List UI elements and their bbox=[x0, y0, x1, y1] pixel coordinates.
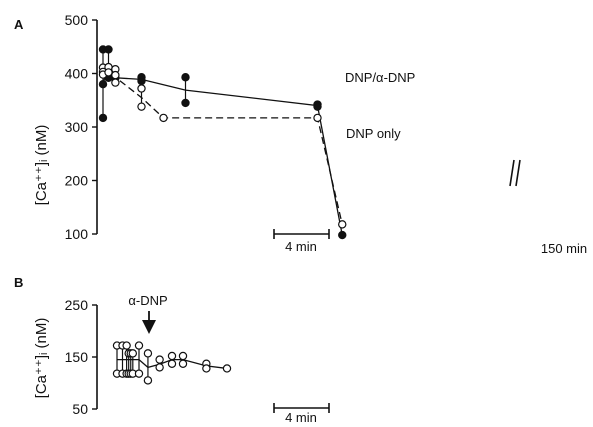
data-point-open bbox=[159, 113, 168, 123]
data-point-filled bbox=[137, 76, 146, 86]
data-point-open bbox=[155, 363, 164, 372]
panel-b-markers bbox=[112, 341, 232, 385]
data-point-filled bbox=[104, 45, 113, 54]
panel-a-end-time-label: 150 min bbox=[541, 241, 587, 256]
y-tick-label: 400 bbox=[65, 66, 89, 82]
y-tick-label: 150 bbox=[65, 349, 89, 365]
y-tick-label: 250 bbox=[65, 297, 89, 313]
panel-a: A [Ca⁺⁺]ᵢ (nM) 100 200 300 400 500 DNP/α-DNP… bbox=[14, 12, 587, 256]
series-label-dnp-alpha-dnp: DNP/α-DNP bbox=[345, 70, 415, 85]
y-tick-label: 500 bbox=[65, 12, 89, 28]
panel-a-letter: A bbox=[14, 17, 24, 32]
data-point-open bbox=[122, 341, 131, 350]
panel-b-letter: B bbox=[14, 275, 23, 290]
panel-a-y-ticks: 100 200 300 400 500 bbox=[65, 12, 97, 242]
data-point-open bbox=[178, 359, 188, 368]
data-point-filled bbox=[181, 73, 190, 82]
data-point-open bbox=[104, 68, 113, 77]
panel-a-scale-bar-label: 4 min bbox=[285, 239, 317, 254]
data-point-open bbox=[111, 70, 120, 80]
data-point-open bbox=[338, 220, 347, 229]
data-point-open bbox=[128, 349, 138, 358]
data-point-filled bbox=[313, 102, 322, 111]
panel-b-y-ticks: 50 150 250 bbox=[65, 297, 97, 417]
data-point-open bbox=[137, 102, 146, 111]
y-tick-label: 300 bbox=[65, 119, 89, 135]
data-point-filled bbox=[98, 79, 108, 89]
data-point-open bbox=[143, 376, 153, 385]
y-tick-label: 50 bbox=[72, 401, 88, 417]
data-point-open bbox=[143, 349, 153, 358]
panel-a-y-axis-label: [Ca⁺⁺]ᵢ (nM) bbox=[33, 125, 50, 206]
data-point-filled bbox=[181, 98, 190, 108]
panel-a-axis-break-left bbox=[509, 159, 515, 187]
data-point-filled bbox=[338, 230, 347, 240]
data-point-filled bbox=[98, 113, 108, 123]
panel-b-scale-bar-label: 4 min bbox=[285, 410, 317, 425]
data-point-open bbox=[134, 341, 144, 350]
y-tick-label: 200 bbox=[65, 173, 89, 189]
panel-a-axis-break-right bbox=[515, 159, 521, 187]
panel-b-annotation-arrow-head bbox=[142, 320, 156, 334]
y-tick-label: 100 bbox=[65, 226, 89, 242]
series-label-dnp-only: DNP only bbox=[346, 126, 401, 141]
data-point-open bbox=[167, 351, 177, 361]
panel-b-y-axis-label: [Ca⁺⁺]ᵢ (nM) bbox=[33, 318, 50, 399]
panel-b-annotation-alpha-dnp: α-DNP bbox=[128, 293, 167, 308]
data-point-open bbox=[313, 113, 322, 123]
data-point-open bbox=[111, 78, 120, 87]
panel-b: B [Ca⁺⁺]ᵢ (nM) 50 150 250 α-DNP 4 min bbox=[14, 275, 330, 425]
data-point-open bbox=[167, 359, 177, 368]
series-line bbox=[102, 68, 343, 225]
data-point-open bbox=[134, 369, 144, 378]
data-point-open bbox=[137, 84, 146, 93]
data-point-open bbox=[202, 364, 211, 373]
data-point-open bbox=[178, 351, 188, 361]
data-point-open bbox=[155, 355, 164, 364]
data-point-open bbox=[222, 364, 232, 373]
panel-a-markers bbox=[98, 45, 347, 240]
